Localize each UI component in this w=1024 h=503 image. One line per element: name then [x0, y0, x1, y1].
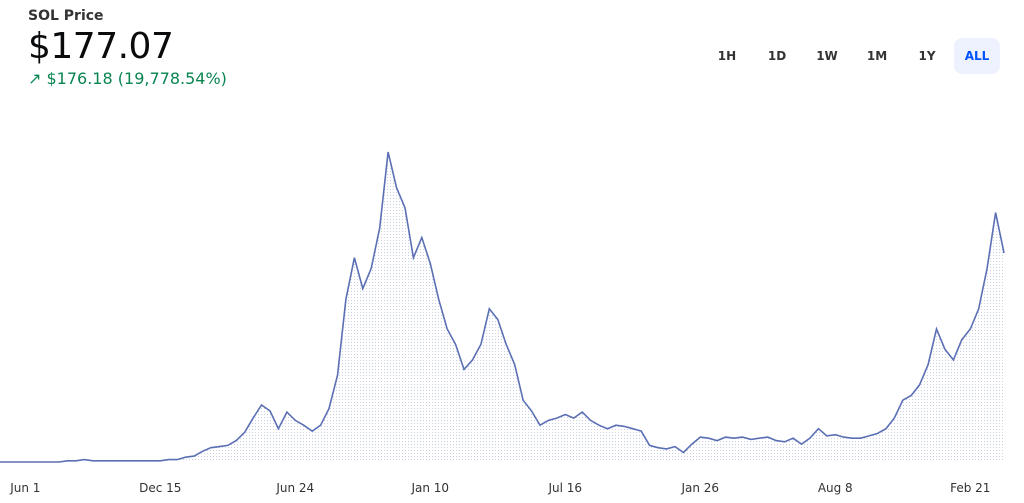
- price: $177.07: [28, 26, 174, 67]
- x-tick-label: Aug 8: [818, 481, 853, 495]
- change-pct: (19,778.54%): [117, 69, 227, 88]
- x-tick-label: Jan 10: [410, 481, 449, 495]
- range-button[interactable]: 1Y: [918, 49, 936, 63]
- x-tick-label: Jul 16: [547, 481, 582, 495]
- title: SOL Price: [28, 8, 104, 24]
- x-tick-label: Dec 15: [139, 481, 181, 495]
- range-selector: 1H 1D 1W 1M 1Y ALL: [704, 38, 1000, 74]
- range-button[interactable]: 1M: [866, 49, 888, 63]
- up-arrow: ↗: [28, 69, 42, 88]
- header: SOL Price $177.07 ↗ $176.18 (19,778.54%): [28, 8, 227, 88]
- x-tick-label: Jan 26: [680, 481, 719, 495]
- change: $176.18: [46, 69, 113, 88]
- range-button[interactable]: 1D: [767, 49, 787, 63]
- x-tick-label: Jun 24: [275, 481, 314, 495]
- range-button[interactable]: 1H: [717, 49, 737, 63]
- change-row: ↗ $176.18 (19,778.54%): [28, 69, 227, 88]
- x-tick-label: Jun 1: [9, 481, 40, 495]
- x-tick-label: Feb 21: [950, 481, 990, 495]
- range-button[interactable]: ALL: [954, 38, 1000, 74]
- range-button[interactable]: 1W: [816, 49, 838, 63]
- area-fill: [0, 152, 1004, 462]
- price-line: [0, 151, 1005, 463]
